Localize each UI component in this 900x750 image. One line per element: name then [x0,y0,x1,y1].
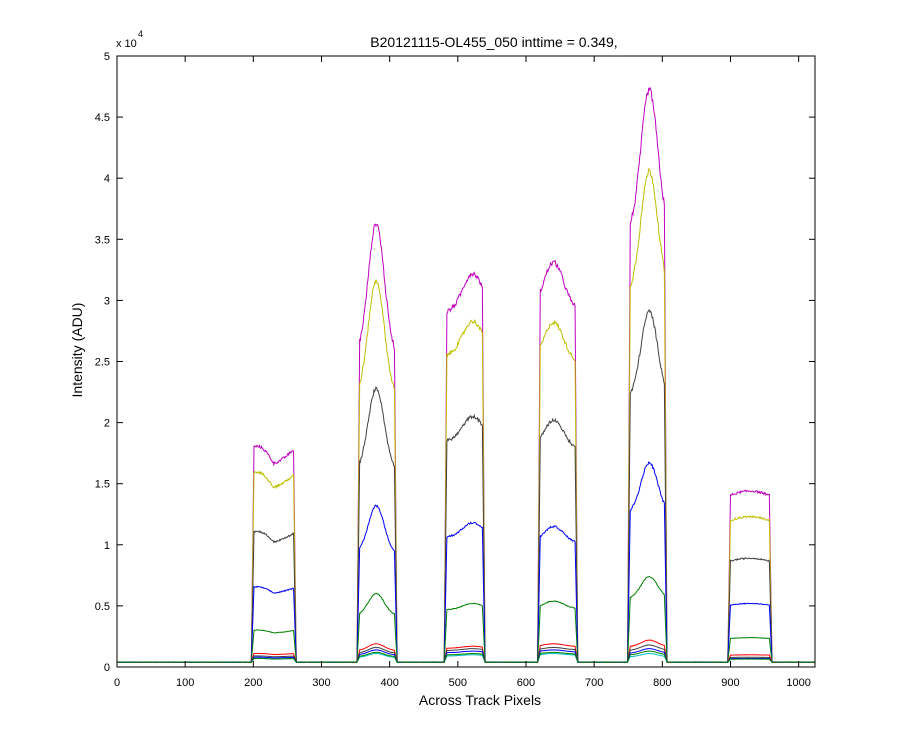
x-tick-label: 0 [114,677,120,689]
y-tick-label: 3.5 [95,234,110,246]
x-tick-label: 300 [312,677,330,689]
plot-area [117,86,815,663]
y-tick-label: 2 [104,418,110,430]
y-tick-label: 4 [104,173,110,185]
chart-title: B20121115-OL455_050 inttime = 0.349, [370,34,617,50]
x-tick-label: 200 [244,677,262,689]
y-tick-label: 1.5 [95,479,110,491]
y-exponent-prefix: x 10 [116,38,137,50]
x-tick-label: 400 [380,677,398,689]
series-line-10 [117,650,815,663]
y-tick-label: 4.5 [95,112,110,124]
x-tick-label: 900 [721,677,739,689]
x-tick-label: 1000 [786,677,810,689]
x-tick-label: 100 [176,677,194,689]
y-tick-label: 3 [104,295,110,307]
y-axis-title: Intensity (ADU) [69,303,85,398]
x-tick-label: 600 [517,677,535,689]
y-tick-label: 0.5 [95,601,110,613]
x-tick-label: 500 [449,677,467,689]
axes: 0 100 200 300 400 500 600 700 800 900 1000 0 0.5 1 1.5… [95,51,816,689]
y-tick-label: 1 [104,540,110,552]
y-tick-label: 2.5 [95,357,110,369]
x-axis-title: Across Track Pixels [419,692,541,708]
x-tick-label: 800 [653,677,671,689]
y-tick-label: 0 [104,662,110,674]
x-tick-label: 700 [585,677,603,689]
y-exponent: 4 [138,29,143,39]
y-tick-label: 5 [104,51,110,63]
